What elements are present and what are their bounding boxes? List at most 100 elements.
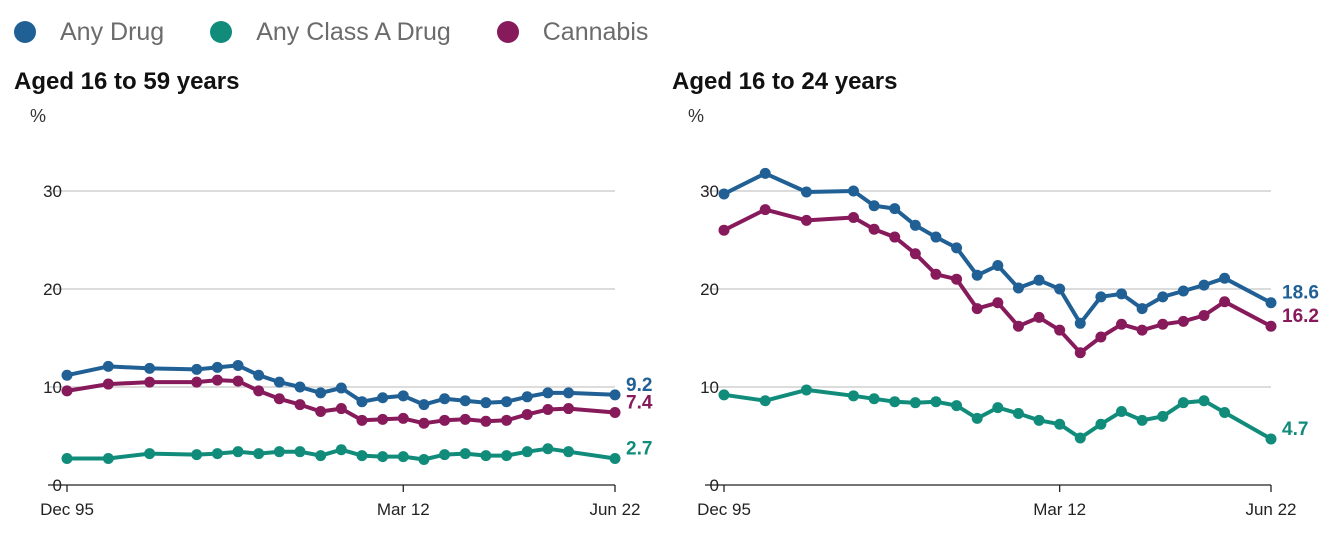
- panel2-point-cannabis-9: [971, 303, 983, 315]
- panel1-point-cannabis-13: [397, 412, 409, 424]
- panel1-point-any-drug-18: [501, 396, 513, 408]
- panel1-point-any-drug-9: [315, 387, 327, 399]
- panel2-x-tick-jun-22: Jun 22: [1245, 500, 1296, 519]
- panel2-point-any-class-a-drug-3: [847, 390, 859, 402]
- panel1-point-cannabis-12: [377, 413, 389, 425]
- panel2-point-any-class-a-drug-11: [1012, 407, 1024, 419]
- panel1-y-tick-10: 10: [43, 378, 62, 397]
- panel2-point-cannabis-4: [868, 223, 880, 235]
- panel2-point-any-drug-18: [1157, 291, 1169, 303]
- panel2-point-cannabis-6: [909, 248, 921, 260]
- panel1-point-any-drug-5: [232, 359, 244, 371]
- panel1-point-cannabis-17: [480, 415, 492, 427]
- panel1-point-any-drug-22: [609, 389, 621, 401]
- panel2-point-any-drug-9: [971, 269, 983, 281]
- legend-label-any-drug: Any Drug: [60, 17, 165, 46]
- panel2-point-cannabis-2: [800, 214, 812, 226]
- panel2-point-any-class-a-drug-5: [889, 396, 901, 408]
- panel1-point-cannabis-1: [102, 378, 114, 390]
- panel1-x-tick-dec-95: Dec 95: [40, 500, 94, 519]
- panel1-point-any-drug-3: [191, 363, 203, 375]
- panel1-point-cannabis-16: [459, 413, 471, 425]
- panel2-point-any-drug-20: [1198, 279, 1210, 291]
- panel2-point-any-drug-14: [1074, 317, 1086, 329]
- panel2-end-label-any-class-a-drug: 4.7: [1282, 419, 1308, 440]
- panel1-point-cannabis-9: [315, 406, 327, 417]
- panel1-point-any-drug-16: [459, 395, 471, 407]
- panel2-point-any-drug-6: [909, 219, 921, 231]
- panel2-point-cannabis-3: [847, 211, 859, 223]
- panel1-point-cannabis-7: [273, 393, 285, 405]
- panel2-point-any-class-a-drug-10: [992, 402, 1004, 414]
- panel1-point-any-drug-6: [253, 369, 265, 381]
- panel2-point-cannabis-1: [759, 204, 771, 216]
- legend-item-cannabis[interactable]: Cannabis: [496, 17, 649, 47]
- panel2-point-cannabis-18: [1157, 318, 1169, 330]
- legend-label-any-class-a-drug: Any Class A Drug: [256, 17, 451, 46]
- panel2-point-cannabis-20: [1198, 309, 1210, 321]
- panel1-point-any-class-a-drug-1: [102, 453, 114, 465]
- panel1-point-any-class-a-drug-17: [480, 450, 492, 462]
- panel2-point-any-class-a-drug-18: [1157, 410, 1169, 422]
- panel1-point-cannabis-20: [542, 404, 554, 416]
- panel2-line-any-class-a-drug: [722, 387, 1273, 441]
- panel2-point-cannabis-7: [930, 268, 942, 280]
- legend-item-any-class-a-drug[interactable]: Any Class A Drug: [210, 18, 451, 47]
- panel2-title: Aged 16 to 24 years: [672, 68, 897, 95]
- panel1-x-tick-jun-22: Jun 22: [589, 500, 640, 519]
- panel1-point-any-drug-17: [480, 397, 492, 409]
- panel1-point-any-class-a-drug-4: [211, 448, 223, 460]
- panel2-point-any-class-a-drug-8: [951, 400, 963, 412]
- panel2-point-any-class-a-drug-0: [718, 389, 730, 401]
- legend-swatch-cannabis: [496, 21, 519, 43]
- panel2-point-cannabis-13: [1054, 324, 1066, 336]
- panel1-point-any-class-a-drug-2: [144, 448, 156, 460]
- panel1-point-any-class-a-drug-9: [315, 450, 327, 462]
- panel1-point-cannabis-14: [418, 417, 430, 429]
- panel1-title: Aged 16 to 59 years: [14, 68, 239, 95]
- panel1-point-cannabis-0: [61, 385, 73, 397]
- panel2-point-cannabis-22: [1265, 320, 1277, 332]
- panel1-point-any-drug-12: [377, 392, 389, 404]
- panel1-point-any-class-a-drug-5: [232, 446, 244, 458]
- legend-label-cannabis: Cannabis: [542, 17, 649, 46]
- panel1-point-any-drug-2: [144, 362, 156, 374]
- panel1-point-cannabis-6: [253, 385, 265, 397]
- panel2-point-any-drug-11: [1012, 282, 1024, 294]
- panel2-x-tick-mar-12: Mar 12: [1033, 500, 1086, 519]
- panel2-line-cannabis: [722, 207, 1273, 355]
- panel2-point-any-class-a-drug-13: [1054, 418, 1066, 430]
- panel2-point-cannabis-10: [992, 297, 1004, 309]
- panel2-point-cannabis-16: [1116, 318, 1128, 330]
- panel2-point-cannabis-0: [718, 224, 730, 236]
- legend-swatch-any-class-a-drug: [210, 21, 233, 43]
- panel1-point-any-class-a-drug-6: [253, 448, 265, 460]
- panel2-y-tick-20: 20: [700, 280, 719, 299]
- panel1-point-any-class-a-drug-3: [191, 449, 203, 461]
- panel1-point-any-drug-0: [61, 369, 73, 381]
- panel1-point-any-class-a-drug-7: [273, 446, 285, 458]
- panel2-point-any-class-a-drug-12: [1033, 414, 1045, 426]
- panel1-point-any-class-a-drug-20: [542, 443, 554, 455]
- panel1-point-cannabis-4: [211, 374, 223, 386]
- panel1-point-any-drug-1: [102, 360, 114, 372]
- panel1-point-any-class-a-drug-10: [335, 444, 347, 456]
- panel2-point-any-class-a-drug-22: [1265, 433, 1277, 445]
- panel2-y-unit-label: %: [688, 106, 704, 126]
- panel1-point-cannabis-19: [521, 408, 533, 420]
- panel1-point-any-class-a-drug-8: [294, 446, 306, 458]
- panel2-point-any-drug-12: [1033, 274, 1045, 286]
- panel2-point-any-drug-21: [1219, 272, 1231, 284]
- panel2-point-any-drug-22: [1265, 297, 1277, 309]
- panel2-end-label-cannabis: 16.2: [1282, 306, 1319, 327]
- panel1-point-cannabis-18: [501, 414, 513, 426]
- panel2-point-any-drug-3: [847, 185, 859, 197]
- panel2-point-cannabis-15: [1095, 331, 1107, 343]
- panel2-point-any-drug-19: [1177, 285, 1189, 297]
- legend-item-any-drug[interactable]: Any Drug: [14, 18, 164, 47]
- panel2-point-any-class-a-drug-4: [868, 393, 880, 405]
- panel1-point-any-class-a-drug-11: [356, 450, 368, 462]
- panel2-y-tick-10: 10: [700, 378, 719, 397]
- panel1-point-any-drug-19: [521, 391, 533, 403]
- panel1-end-label-any-class-a-drug: 2.7: [626, 439, 652, 460]
